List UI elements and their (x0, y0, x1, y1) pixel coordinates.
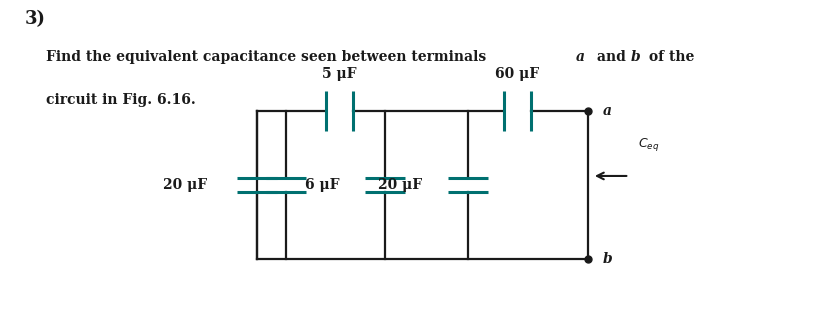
Text: 20 μF: 20 μF (378, 178, 422, 192)
Text: b: b (630, 50, 640, 64)
Text: b: b (602, 252, 612, 266)
Text: a: a (602, 104, 611, 118)
Text: and: and (591, 50, 630, 64)
Text: circuit in Fig. 6.16.: circuit in Fig. 6.16. (45, 93, 195, 107)
Text: 3): 3) (25, 10, 45, 28)
Text: Find the equivalent capacitance seen between terminals: Find the equivalent capacitance seen bet… (45, 50, 490, 64)
Text: 20 μF: 20 μF (163, 178, 207, 192)
Text: 6 μF: 6 μF (304, 178, 339, 192)
Text: 60 μF: 60 μF (495, 67, 539, 81)
Text: $C_{eq}$: $C_{eq}$ (637, 136, 658, 153)
Text: 5 μF: 5 μF (322, 67, 356, 81)
Text: of the: of the (643, 50, 694, 64)
Text: a: a (575, 50, 584, 64)
